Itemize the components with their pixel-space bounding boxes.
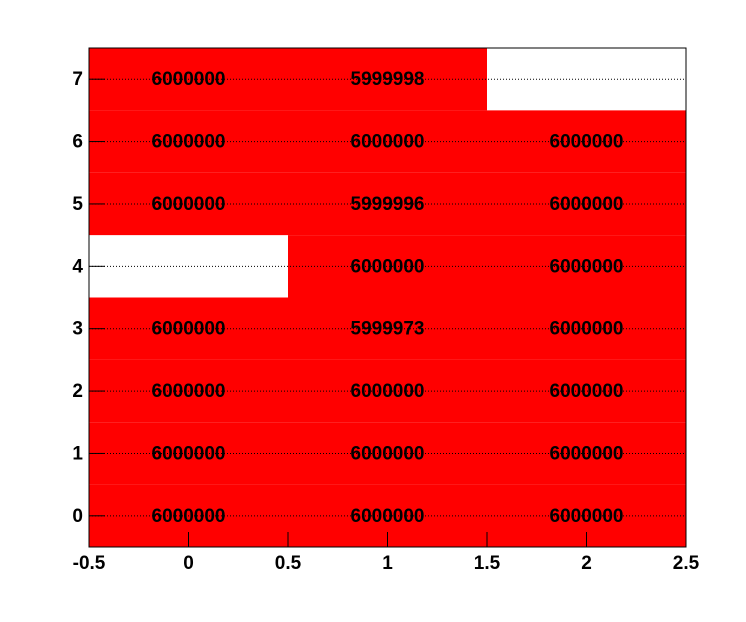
cell-label: 6000000 xyxy=(152,69,226,90)
cell xyxy=(288,235,487,298)
cell-label: 6000000 xyxy=(550,381,624,402)
cell xyxy=(288,422,487,485)
cell-label: 6000000 xyxy=(351,132,425,153)
cell-label: 6000000 xyxy=(351,506,425,527)
y-tick-label: 7 xyxy=(72,69,83,90)
cell-label: 6000000 xyxy=(550,443,624,464)
y-tick-label: 5 xyxy=(72,194,83,215)
cell xyxy=(288,359,487,423)
x-tick-label: -0.5 xyxy=(73,553,106,574)
y-tick-label: 6 xyxy=(72,132,83,153)
x-tick-label: 2 xyxy=(581,553,592,574)
cell xyxy=(288,297,487,360)
cell xyxy=(288,110,487,173)
cell-label: 6000000 xyxy=(152,132,226,153)
x-tick-label: 2.5 xyxy=(673,553,700,574)
cell xyxy=(487,110,686,173)
cell xyxy=(487,422,686,485)
cell-label: 6000000 xyxy=(351,443,425,464)
cell xyxy=(288,172,487,236)
cell xyxy=(487,172,686,236)
cell-label: 6000000 xyxy=(550,194,624,215)
y-tick-label: 1 xyxy=(72,443,83,464)
x-tick-label: 1.5 xyxy=(474,553,501,574)
cell-label: 6000000 xyxy=(152,194,226,215)
cell-label: 5999996 xyxy=(351,194,425,215)
cell-label: 6000000 xyxy=(152,319,226,340)
cell-label: 6000000 xyxy=(550,319,624,340)
cell xyxy=(487,235,686,298)
cell-label: 6000000 xyxy=(152,506,226,527)
x-tick-label: 1 xyxy=(382,553,393,574)
cell xyxy=(487,359,686,423)
x-tick-label: 0.5 xyxy=(275,553,302,574)
cell xyxy=(487,297,686,360)
cell-label: 6000000 xyxy=(152,443,226,464)
cell-label: 5999973 xyxy=(351,319,425,340)
y-tick-label: 4 xyxy=(72,256,83,277)
cell-label: 6000000 xyxy=(152,381,226,402)
cell-label: 5999998 xyxy=(351,69,425,90)
cell-label: 6000000 xyxy=(351,381,425,402)
cell xyxy=(288,48,487,111)
cell-label: 6000000 xyxy=(550,256,624,277)
cell-label: 6000000 xyxy=(550,132,624,153)
y-tick-label: 0 xyxy=(72,506,83,527)
cell-label: 6000000 xyxy=(351,256,425,277)
y-tick-label: 3 xyxy=(72,319,83,340)
x-tick-label: 0 xyxy=(183,553,194,574)
cell-label: 6000000 xyxy=(550,506,624,527)
y-tick-label: 2 xyxy=(72,381,83,402)
